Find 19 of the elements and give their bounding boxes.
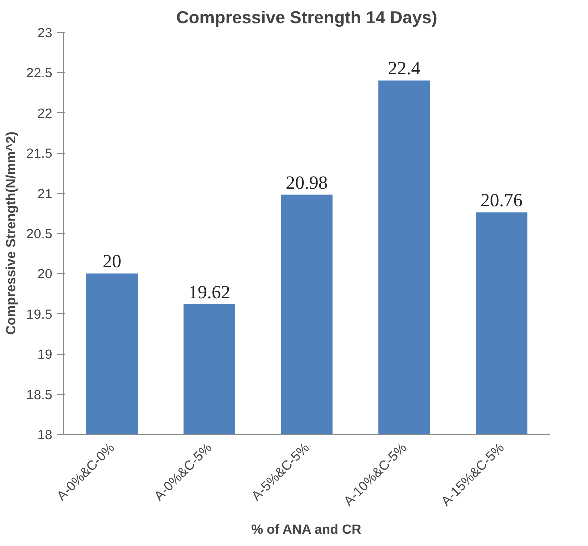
data-label: 20.76: [480, 190, 523, 212]
y-axis-title: Compressive Strength(N/mm^2): [4, 132, 19, 336]
y-tick-label: 21: [38, 186, 53, 202]
x-axis-title: % of ANA and CR: [251, 522, 362, 538]
y-tick-label: 23: [38, 26, 53, 40]
y-tick-label: 21.5: [26, 146, 53, 162]
y-tick-label: 20.5: [26, 226, 53, 242]
y-tick-label: 20: [38, 266, 53, 282]
y-tick-label: 18: [38, 428, 53, 442]
y-tick-label: 22.5: [26, 66, 53, 81]
y-tick-label: 19: [38, 347, 53, 362]
data-label: 19.62: [188, 282, 231, 304]
data-label: 20: [102, 252, 122, 273]
y-tick-label: 18.5: [26, 387, 53, 402]
y-tick-label: 19.5: [26, 306, 53, 322]
data-label: 22.4: [388, 58, 422, 80]
chart-title: Compressive Strength 14 Days): [176, 8, 438, 28]
data-label: 20.98: [286, 172, 328, 194]
y-tick-label: 22: [38, 106, 53, 121]
